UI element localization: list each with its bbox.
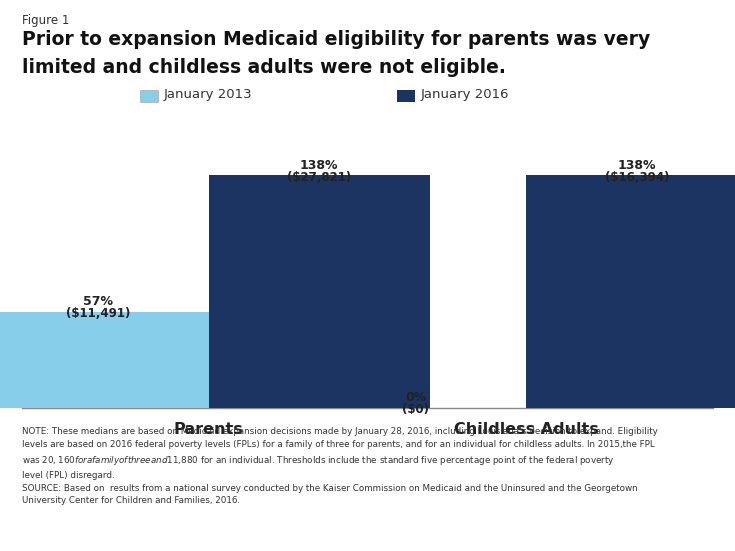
Text: Prior to expansion Medicaid eligibility for parents was very: Prior to expansion Medicaid eligibility … (22, 30, 650, 49)
Text: Figure 1: Figure 1 (22, 14, 69, 27)
Bar (0, 312, 209, 408)
Text: January 2013: January 2013 (163, 88, 252, 101)
Text: NOTE: These medians are based on Medicaid expansion decisions made by January 28: NOTE: These medians are based on Medicai… (22, 427, 658, 505)
Text: 138%: 138% (617, 159, 656, 172)
Text: limited and childless adults were not eligible.: limited and childless adults were not el… (22, 58, 506, 77)
Text: 0%: 0% (405, 391, 426, 404)
Bar (526, 175, 735, 408)
Text: January 2016: January 2016 (420, 88, 509, 101)
Text: KAISER: KAISER (641, 478, 708, 492)
Text: THE HENRY J.: THE HENRY J. (653, 461, 695, 466)
Text: ($16,394): ($16,394) (605, 171, 669, 183)
Text: FAMILY: FAMILY (641, 499, 708, 513)
Bar (209, 175, 430, 408)
Text: FOUNDATION: FOUNDATION (653, 523, 695, 528)
Text: ($27,821): ($27,821) (287, 171, 351, 183)
Text: 57%: 57% (83, 295, 113, 309)
Text: 138%: 138% (300, 159, 338, 172)
Text: ($0): ($0) (402, 403, 429, 416)
Text: ($11,491): ($11,491) (66, 307, 130, 320)
